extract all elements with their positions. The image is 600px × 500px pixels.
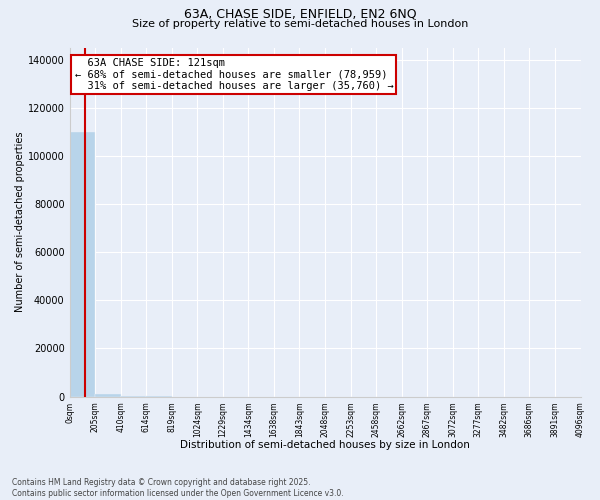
Bar bbox=[70, 132, 95, 396]
Bar bbox=[95, 394, 121, 396]
Y-axis label: Number of semi-detached properties: Number of semi-detached properties bbox=[15, 132, 25, 312]
Text: Contains HM Land Registry data © Crown copyright and database right 2025.
Contai: Contains HM Land Registry data © Crown c… bbox=[12, 478, 344, 498]
Text: Size of property relative to semi-detached houses in London: Size of property relative to semi-detach… bbox=[132, 19, 468, 29]
X-axis label: Distribution of semi-detached houses by size in London: Distribution of semi-detached houses by … bbox=[180, 440, 470, 450]
Text: 63A, CHASE SIDE, ENFIELD, EN2 6NQ: 63A, CHASE SIDE, ENFIELD, EN2 6NQ bbox=[184, 8, 416, 20]
Text: 63A CHASE SIDE: 121sqm
← 68% of semi-detached houses are smaller (78,959)
  31% : 63A CHASE SIDE: 121sqm ← 68% of semi-det… bbox=[74, 58, 394, 91]
